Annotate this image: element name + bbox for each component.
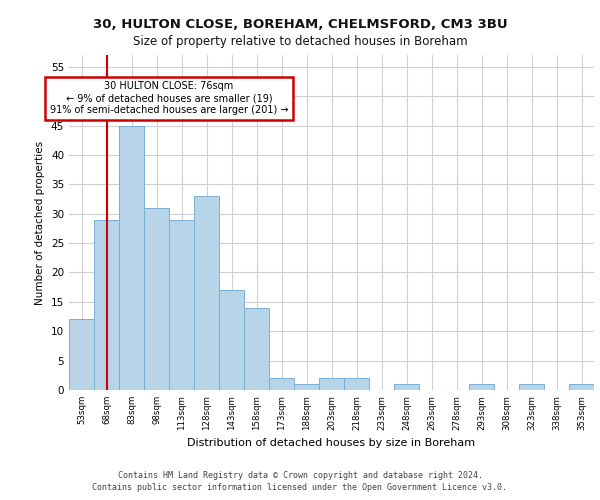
Bar [469, 384, 494, 390]
Bar [144, 208, 169, 390]
X-axis label: Distribution of detached houses by size in Boreham: Distribution of detached houses by size … [187, 438, 476, 448]
Bar [94, 220, 119, 390]
Bar [194, 196, 219, 390]
Bar [69, 320, 94, 390]
Bar [294, 384, 319, 390]
Text: Size of property relative to detached houses in Boreham: Size of property relative to detached ho… [133, 35, 467, 48]
Bar [344, 378, 369, 390]
Bar [569, 384, 594, 390]
Bar [394, 384, 419, 390]
Text: 30, HULTON CLOSE, BOREHAM, CHELMSFORD, CM3 3BU: 30, HULTON CLOSE, BOREHAM, CHELMSFORD, C… [92, 18, 508, 30]
Text: 30 HULTON CLOSE: 76sqm
← 9% of detached houses are smaller (19)
91% of semi-deta: 30 HULTON CLOSE: 76sqm ← 9% of detached … [50, 82, 288, 114]
Bar [169, 220, 194, 390]
Bar [244, 308, 269, 390]
Bar [519, 384, 544, 390]
Bar [119, 126, 144, 390]
Y-axis label: Number of detached properties: Number of detached properties [35, 140, 46, 304]
Bar [319, 378, 344, 390]
Bar [219, 290, 244, 390]
Bar [269, 378, 294, 390]
Text: Contains HM Land Registry data © Crown copyright and database right 2024.
Contai: Contains HM Land Registry data © Crown c… [92, 471, 508, 492]
